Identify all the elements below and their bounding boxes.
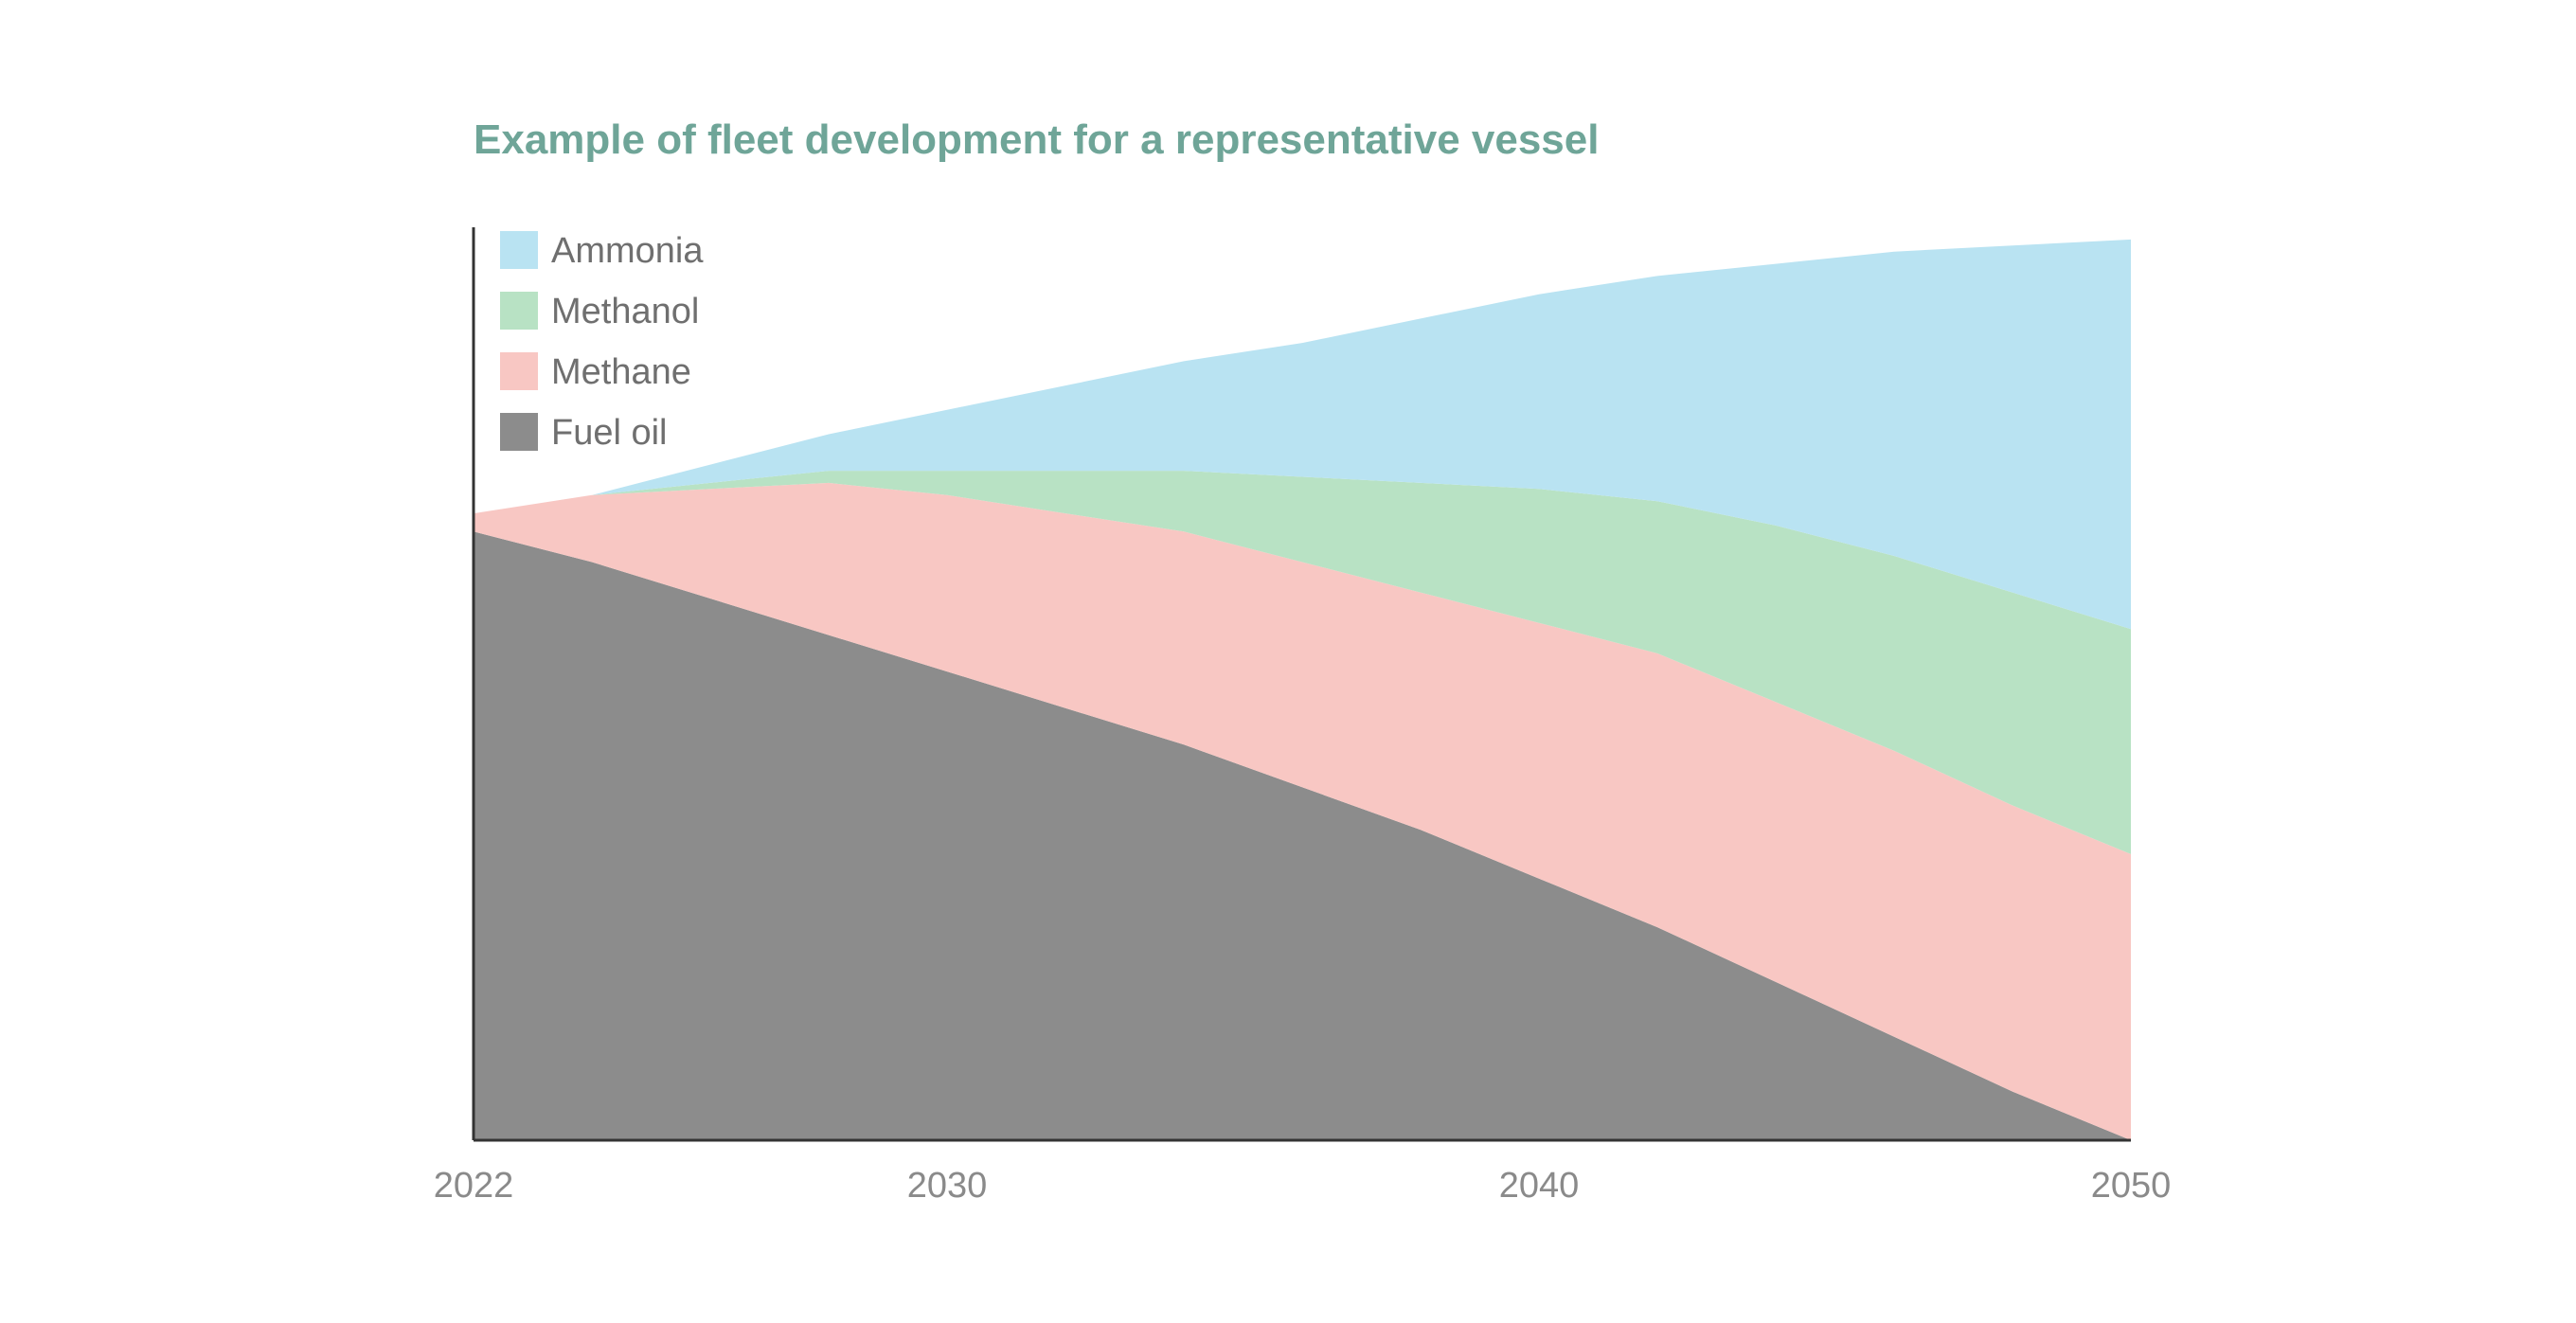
legend-swatch-methanol [500,292,538,330]
x-tick-label: 2040 [1499,1166,1580,1206]
area-methanol [474,471,2131,854]
x-tick-labels: 2022 2030 2040 2050 [434,1166,2172,1206]
x-tick-label: 2030 [907,1166,988,1206]
legend-label-methanol: Methanol [551,292,699,331]
legend-swatch-fuel-oil [500,413,538,451]
legend: Ammonia Methanol Methane Fuel oil [500,231,704,453]
legend-swatch-ammonia [500,231,538,269]
legend-label-fuel-oil: Fuel oil [551,413,668,453]
area-methane [474,482,2131,1140]
series-areas [474,239,2131,1140]
legend-label-ammonia: Ammonia [551,231,704,271]
x-tick-label: 2050 [2091,1166,2172,1206]
area-fuel-oil [474,531,2131,1140]
legend-swatch-methane [500,352,538,390]
area-ammonia [474,239,2131,630]
legend-label-methane: Methane [551,352,691,392]
axes [472,227,2131,1142]
x-tick-label: 2022 [434,1166,514,1206]
chart-title: Example of fleet development for a repre… [474,116,1599,163]
